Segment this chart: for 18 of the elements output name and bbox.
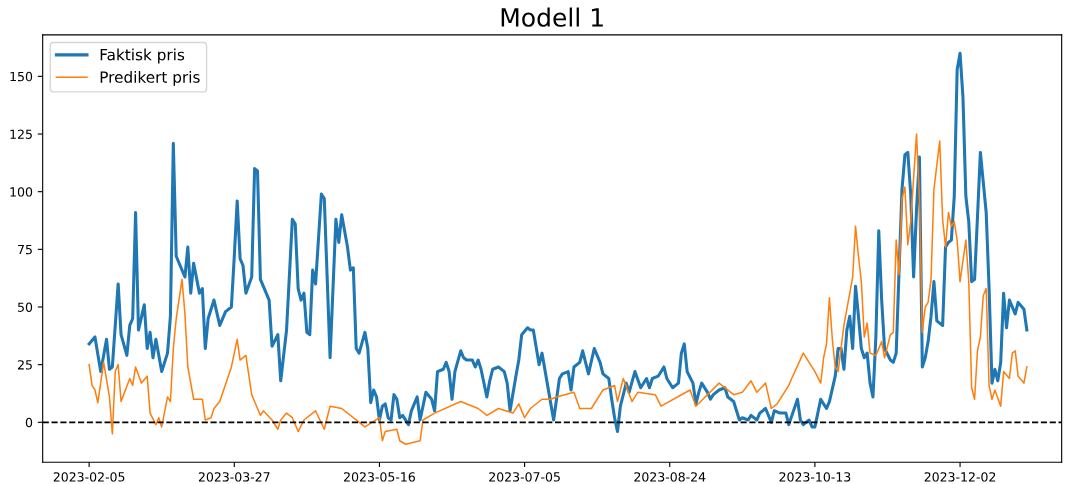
y-tick-label: 100	[10, 187, 33, 197]
x-tick-label: 2023-07-05	[489, 472, 560, 482]
chart-title: Modell 1	[501, 7, 603, 27]
y-tick-label: 150	[10, 71, 33, 82]
y-tick-label: 0	[25, 417, 33, 428]
x-tick-label: 2023-08-24	[634, 472, 706, 482]
legend-label: Faktisk pris	[100, 48, 185, 64]
x-tick-label: 2023-10-13	[779, 472, 851, 482]
x-tick-label: 2023-05-16	[344, 472, 415, 482]
legend-label: Predikert pris	[100, 71, 200, 86]
x-tick-label: 2023-12-02	[924, 472, 996, 482]
y-tick-label: 125	[10, 129, 32, 139]
x-tick-label: 2023-03-27	[198, 472, 270, 482]
y-tick-label: 50	[18, 302, 33, 312]
line-series	[88, 133, 1028, 445]
y-tick-label: 75	[18, 244, 32, 255]
y-tick-label: 25	[17, 360, 32, 370]
x-tick-label: 2023-02-05	[53, 472, 125, 482]
